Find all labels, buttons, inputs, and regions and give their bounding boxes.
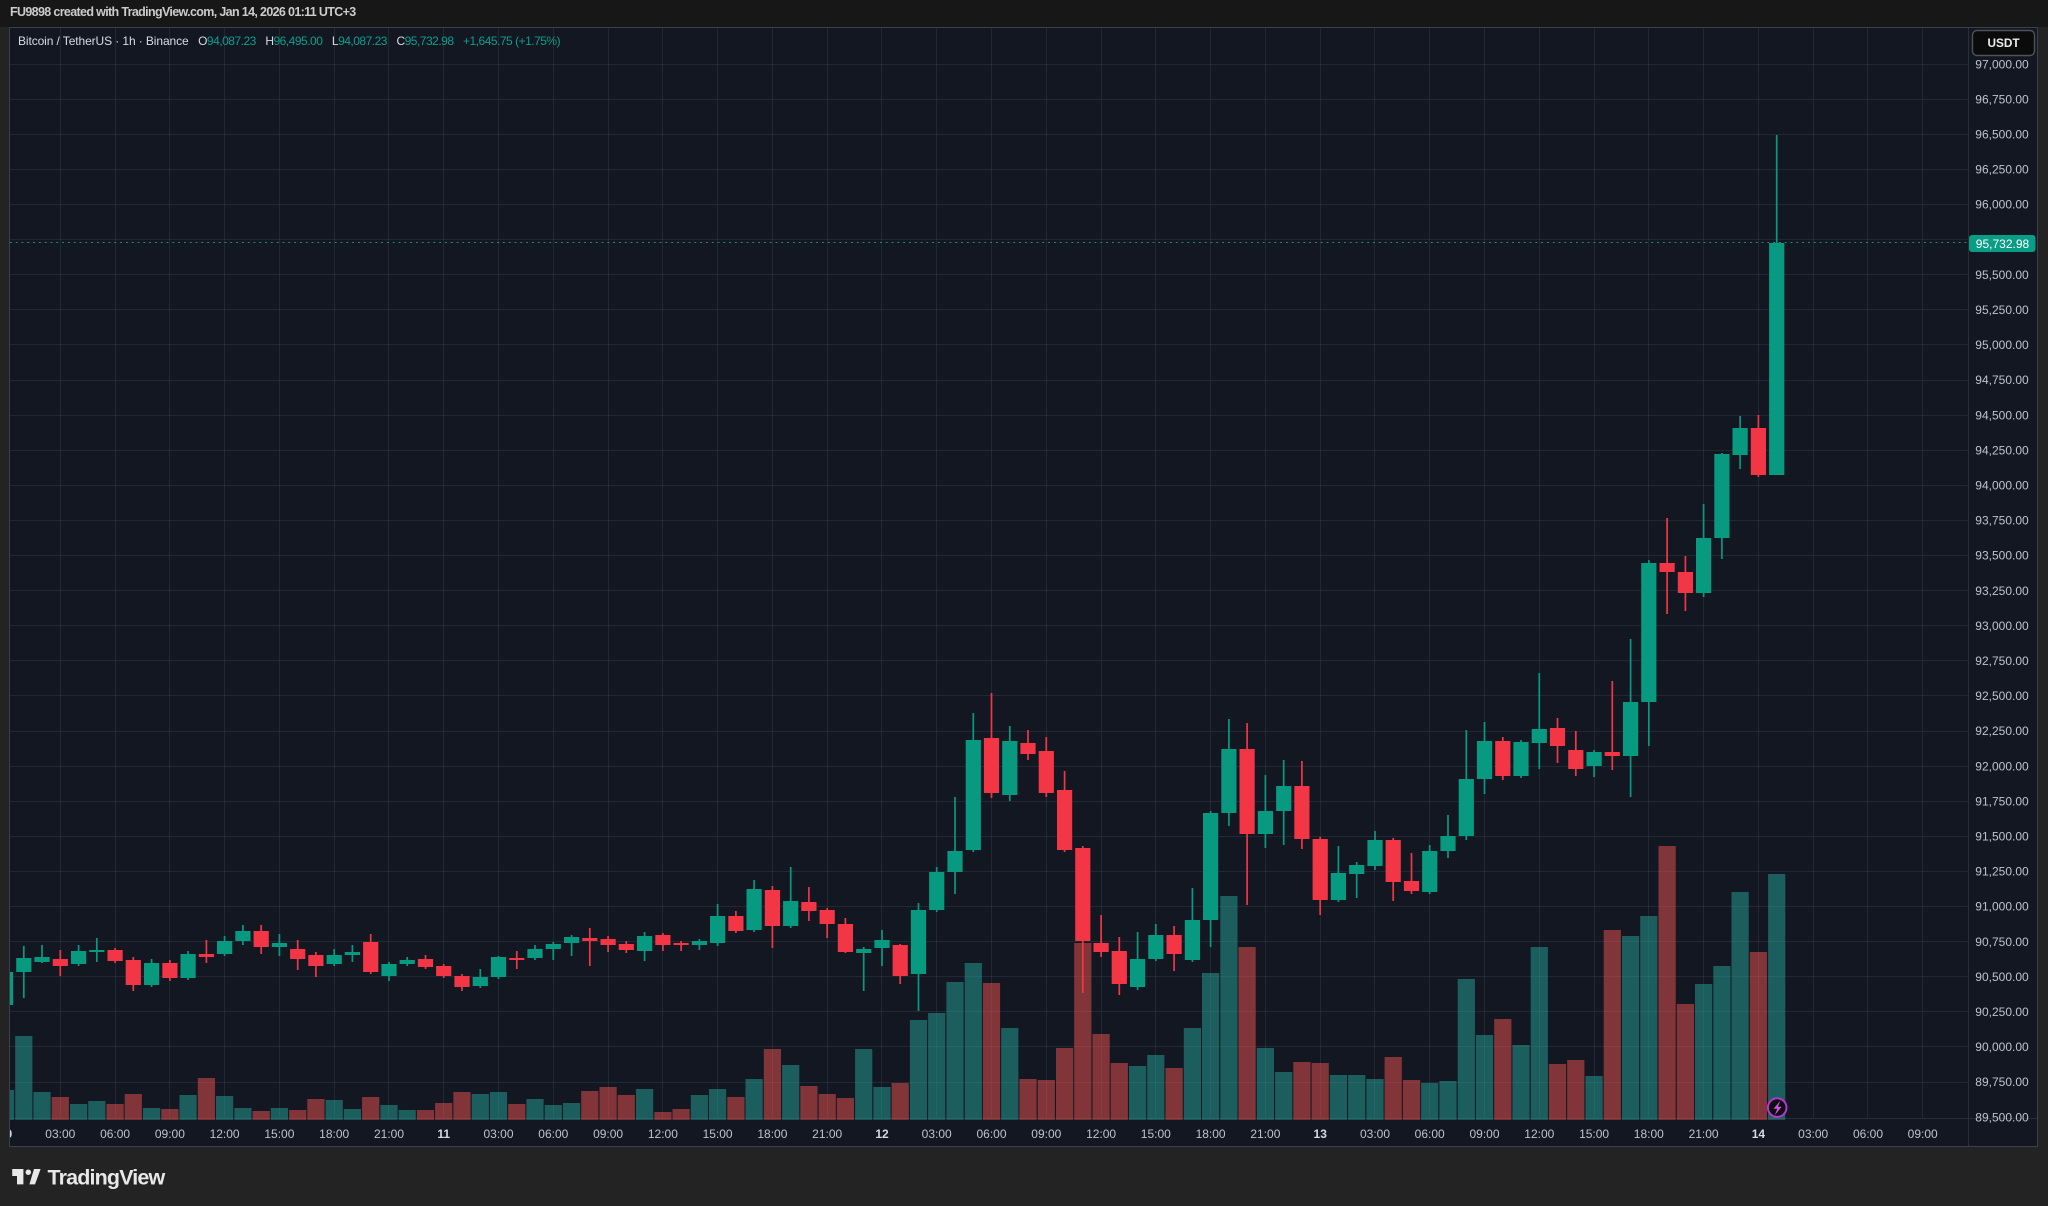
svg-text:06:00: 06:00 <box>1415 1127 1445 1141</box>
svg-text:14: 14 <box>1752 1127 1766 1141</box>
svg-text:93,500.00: 93,500.00 <box>1975 549 2029 563</box>
svg-text:12: 12 <box>875 1127 889 1141</box>
svg-text:11: 11 <box>437 1127 450 1141</box>
svg-text:91,000.00: 91,000.00 <box>1975 900 2029 914</box>
svg-text:06:00: 06:00 <box>976 1127 1006 1141</box>
svg-text:18:00: 18:00 <box>319 1127 349 1141</box>
svg-text:95,500.00: 95,500.00 <box>1975 268 2029 282</box>
svg-text:21:00: 21:00 <box>1689 1127 1719 1141</box>
svg-text:93,750.00: 93,750.00 <box>1975 514 2029 528</box>
svg-text:12:00: 12:00 <box>1524 1127 1554 1141</box>
svg-text:21:00: 21:00 <box>374 1127 404 1141</box>
svg-text:13: 13 <box>1314 1127 1328 1141</box>
svg-text:09:00: 09:00 <box>1908 1127 1938 1141</box>
svg-text:15:00: 15:00 <box>264 1127 294 1141</box>
svg-text:92,750.00: 92,750.00 <box>1975 654 2029 668</box>
svg-text:15:00: 15:00 <box>1579 1127 1609 1141</box>
svg-text:93,000.00: 93,000.00 <box>1975 619 2029 633</box>
svg-text:06:00: 06:00 <box>100 1127 130 1141</box>
svg-text:89,750.00: 89,750.00 <box>1975 1075 2029 1089</box>
svg-text:06:00: 06:00 <box>1853 1127 1883 1141</box>
svg-text:91,500.00: 91,500.00 <box>1975 830 2029 844</box>
svg-text:06:00: 06:00 <box>538 1127 568 1141</box>
svg-text:09:00: 09:00 <box>593 1127 623 1141</box>
svg-text:93,250.00: 93,250.00 <box>1975 584 2029 598</box>
svg-text:15:00: 15:00 <box>1141 1127 1171 1141</box>
svg-text:96,500.00: 96,500.00 <box>1975 128 2029 142</box>
svg-text:90,250.00: 90,250.00 <box>1975 1005 2029 1019</box>
svg-text:92,250.00: 92,250.00 <box>1975 724 2029 738</box>
svg-text:94,000.00: 94,000.00 <box>1975 479 2029 493</box>
svg-text:TradingView: TradingView <box>48 1166 166 1190</box>
svg-text:92,500.00: 92,500.00 <box>1975 689 2029 703</box>
svg-text:10: 10 <box>10 1127 12 1141</box>
svg-text:94,750.00: 94,750.00 <box>1975 373 2029 387</box>
svg-text:03:00: 03:00 <box>1798 1127 1828 1141</box>
svg-text:91,750.00: 91,750.00 <box>1975 794 2029 808</box>
svg-text:USDT: USDT <box>1987 36 2020 50</box>
svg-text:92,000.00: 92,000.00 <box>1975 759 2029 773</box>
svg-text:03:00: 03:00 <box>1360 1127 1390 1141</box>
svg-text:96,000.00: 96,000.00 <box>1975 198 2029 212</box>
svg-text:95,732.98: 95,732.98 <box>1976 237 2030 251</box>
svg-text:09:00: 09:00 <box>155 1127 185 1141</box>
svg-text:21:00: 21:00 <box>812 1127 842 1141</box>
svg-text:09:00: 09:00 <box>1031 1127 1061 1141</box>
svg-text:18:00: 18:00 <box>1196 1127 1226 1141</box>
svg-text:03:00: 03:00 <box>45 1127 75 1141</box>
svg-text:12:00: 12:00 <box>210 1127 240 1141</box>
svg-text:90,000.00: 90,000.00 <box>1975 1040 2029 1054</box>
svg-text:12:00: 12:00 <box>1086 1127 1116 1141</box>
svg-text:90,750.00: 90,750.00 <box>1975 935 2029 949</box>
svg-text:90,500.00: 90,500.00 <box>1975 970 2029 984</box>
svg-text:15:00: 15:00 <box>703 1127 733 1141</box>
svg-text:18:00: 18:00 <box>757 1127 787 1141</box>
svg-text:94,500.00: 94,500.00 <box>1975 408 2029 422</box>
svg-text:03:00: 03:00 <box>483 1127 513 1141</box>
svg-text:03:00: 03:00 <box>922 1127 952 1141</box>
svg-text:09:00: 09:00 <box>1469 1127 1499 1141</box>
svg-text:21:00: 21:00 <box>1250 1127 1280 1141</box>
svg-text:89,500.00: 89,500.00 <box>1975 1111 2029 1125</box>
svg-text:94,250.00: 94,250.00 <box>1975 443 2029 457</box>
svg-text:96,250.00: 96,250.00 <box>1975 163 2029 177</box>
svg-text:97,000.00: 97,000.00 <box>1975 57 2029 71</box>
svg-text:12:00: 12:00 <box>648 1127 678 1141</box>
svg-text:95,000.00: 95,000.00 <box>1975 338 2029 352</box>
svg-text:95,250.00: 95,250.00 <box>1975 303 2029 317</box>
svg-text:96,750.00: 96,750.00 <box>1975 92 2029 106</box>
svg-text:18:00: 18:00 <box>1634 1127 1664 1141</box>
svg-text:91,250.00: 91,250.00 <box>1975 865 2029 879</box>
